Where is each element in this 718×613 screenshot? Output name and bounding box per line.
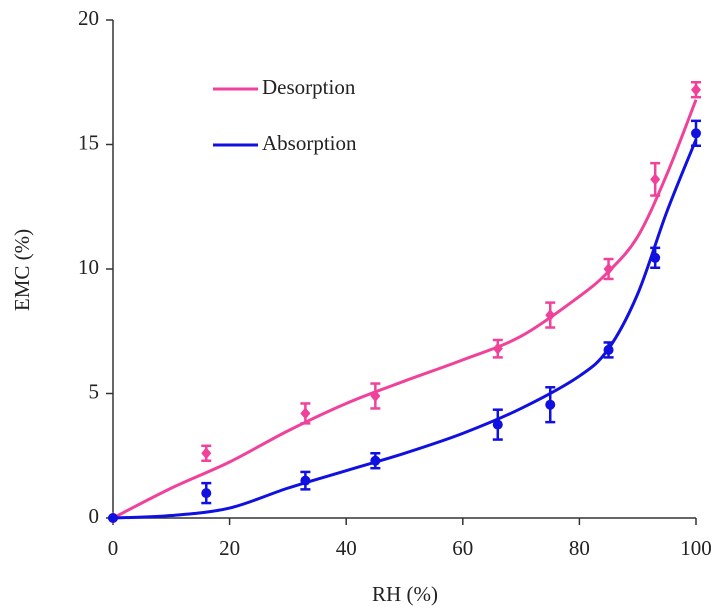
legend-label: Absorption	[262, 131, 357, 155]
point	[691, 83, 701, 96]
x-tick-label: 0	[108, 536, 119, 560]
point	[603, 344, 614, 355]
y-tick-label: 15	[78, 130, 99, 154]
point	[300, 475, 311, 486]
point	[545, 399, 556, 410]
y-tick-label: 20	[78, 6, 99, 30]
point	[370, 455, 381, 466]
point	[650, 252, 661, 263]
point	[603, 263, 614, 275]
point	[201, 447, 212, 460]
point	[108, 513, 118, 523]
fit-curve	[112, 99, 698, 520]
x-tick-label: 80	[569, 536, 590, 560]
point	[691, 128, 701, 139]
point	[492, 342, 503, 355]
y-axis-title: EMC (%)	[10, 229, 34, 311]
point	[370, 389, 381, 402]
point	[492, 419, 503, 430]
y-tick-label: 5	[89, 379, 100, 403]
y-tick-label: 10	[78, 255, 99, 279]
x-tick-label: 100	[680, 536, 712, 560]
fit-curve	[112, 138, 698, 520]
y-tick-label: 0	[89, 504, 100, 528]
x-tick-label: 60	[452, 536, 473, 560]
point	[650, 173, 661, 186]
point	[300, 407, 311, 420]
legend-label: Desorption	[262, 75, 356, 99]
x-axis-title: RH (%)	[372, 582, 438, 606]
x-tick-label: 20	[219, 536, 240, 560]
point	[201, 488, 212, 499]
x-tick-label: 40	[336, 536, 357, 560]
point	[545, 309, 556, 322]
